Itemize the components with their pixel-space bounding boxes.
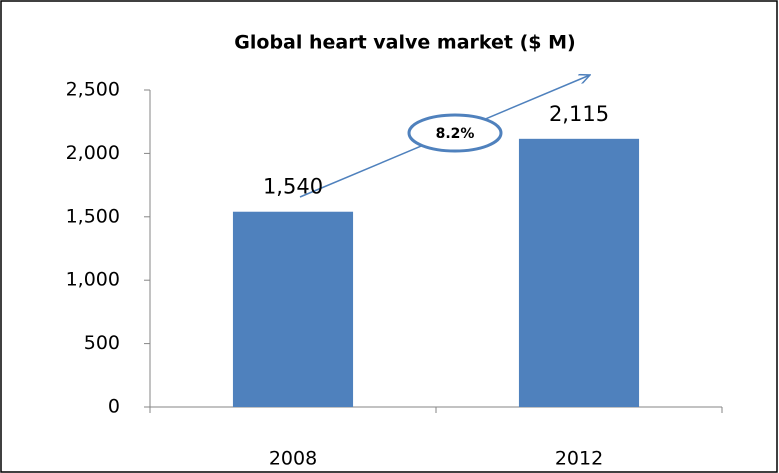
x-tick-label: 2012 <box>555 448 603 470</box>
data-label: 2,115 <box>549 102 609 126</box>
y-tick-label: 500 <box>84 332 120 354</box>
chart-title: Global heart valve market ($ M) <box>234 32 575 54</box>
bar <box>518 138 640 407</box>
y-tick-label: 1,500 <box>66 205 120 227</box>
y-tick-label: 2,000 <box>66 142 120 164</box>
bar <box>232 211 354 407</box>
y-tick-label: 0 <box>108 396 120 418</box>
y-tick-label: 1,000 <box>66 269 120 291</box>
annotation-ellipse <box>407 113 503 153</box>
y-tick-label: 2,500 <box>66 79 120 101</box>
x-tick-label: 2008 <box>269 448 317 470</box>
annotation: 8.2% <box>436 126 475 142</box>
data-label: 1,540 <box>263 175 323 199</box>
